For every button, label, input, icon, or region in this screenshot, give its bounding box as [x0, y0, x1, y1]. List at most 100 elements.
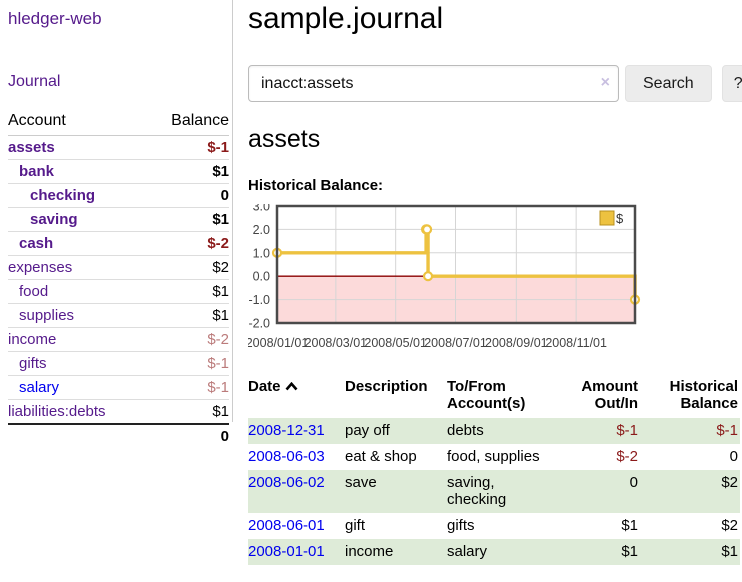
account-row: checking 0: [8, 183, 229, 208]
accounts-header-balance: Balance: [146, 110, 229, 136]
svg-text:-2.0: -2.0: [248, 317, 270, 331]
svg-text:2008/03/01: 2008/03/01: [305, 336, 368, 350]
transaction-date-link[interactable]: 2008-06-01: [248, 517, 325, 534]
page-title: sample.journal: [248, 2, 444, 35]
transaction-description: gift: [345, 517, 366, 534]
account-row: gifts $-1: [8, 351, 229, 376]
transaction-accounts: food, supplies: [447, 448, 540, 465]
transaction-accounts: saving, checking: [447, 474, 507, 508]
account-balance: $1: [146, 279, 229, 304]
search-form: × Search ?: [248, 65, 742, 102]
sort-ascending-icon: [285, 378, 298, 395]
account-balance: $-2: [146, 327, 229, 352]
account-row: expenses $2: [8, 255, 229, 280]
account-link-liabilities-debts[interactable]: liabilities:debts: [8, 403, 106, 420]
transaction-amount: $-2: [616, 448, 638, 465]
svg-text:2008/05/01: 2008/05/01: [364, 336, 427, 350]
transaction-description: income: [345, 543, 394, 560]
svg-text:0.0: 0.0: [253, 270, 270, 284]
accounts-table: Account Balance assets $-1 bank $1 checking 0…: [8, 110, 229, 448]
account-link-saving[interactable]: saving: [30, 211, 78, 228]
account-row: assets $-1: [8, 135, 229, 160]
svg-text:1.0: 1.0: [253, 246, 270, 260]
transaction-amount: $-1: [616, 422, 638, 439]
transaction-amount: $1: [621, 517, 638, 534]
account-balance: $-2: [146, 231, 229, 256]
transaction-balance: 0: [729, 448, 738, 465]
account-row: food $1: [8, 279, 229, 304]
svg-text:2.0: 2.0: [253, 223, 270, 237]
svg-text:$: $: [616, 211, 624, 226]
sidebar-item-journal[interactable]: Journal: [8, 73, 61, 90]
transaction-date-link[interactable]: 2008-06-02: [248, 474, 325, 491]
sidebar-divider: [232, 0, 233, 422]
account-link-supplies[interactable]: supplies: [19, 307, 75, 324]
account-row: liabilities:debts $1: [8, 399, 229, 425]
account-balance: $2: [146, 255, 229, 280]
register-table: Date Description To/From Account(s) Amou…: [248, 376, 740, 565]
accounts-header-account: Account: [8, 110, 147, 136]
accounts-total-row: 0: [8, 423, 229, 448]
chart-legend: 3.0 2.0 1.0 0.0 -1.0 -2.0 $2008/01/012008/03/0…: [246, 200, 641, 350]
transaction-accounts: debts: [447, 422, 484, 439]
account-link-cash[interactable]: cash: [19, 235, 54, 252]
account-link-expenses[interactable]: expenses: [8, 259, 73, 276]
account-link-food[interactable]: food: [19, 283, 49, 300]
chart-container: 3.0 2.0 1.0 0.0 -1.0 -2.0 $2008/01/01 2008/03/0…: [246, 200, 740, 357]
register-header-balance: Historical Balance: [669, 378, 738, 412]
transaction-balance: $2: [721, 517, 738, 534]
transaction-balance: $-1: [716, 422, 738, 439]
account-row: cash $-2: [8, 231, 229, 256]
transaction-description: eat & shop: [345, 448, 417, 465]
sidebar: hledger-web Journal Account Balance asse…: [8, 0, 229, 448]
transaction-accounts: salary: [447, 543, 488, 560]
account-balance: $-1: [146, 351, 229, 376]
register-row: 2008-06-01 gift gifts $1 $2: [248, 513, 740, 539]
transaction-accounts: gifts: [447, 517, 475, 534]
account-link-gifts[interactable]: gifts: [19, 355, 47, 372]
transaction-amount: $1: [621, 543, 638, 560]
transaction-date-link[interactable]: 2008-12-31: [248, 422, 325, 439]
account-row: income $-2: [8, 327, 229, 352]
transaction-description: save: [345, 474, 377, 491]
transaction-date-link[interactable]: 2008-06-03: [248, 448, 325, 465]
account-heading: assets: [248, 125, 321, 153]
register-row: 2008-06-02 save saving, checking 0 $2: [248, 470, 740, 513]
transaction-balance: $2: [721, 474, 738, 491]
search-input[interactable]: [248, 65, 619, 102]
account-balance: $1: [146, 303, 229, 328]
svg-text:2008/09/01: 2008/09/01: [485, 336, 548, 350]
register-header-accounts: To/From Account(s): [447, 378, 526, 412]
app-title-link[interactable]: hledger-web: [8, 9, 102, 28]
account-balance: 0: [146, 183, 229, 208]
search-button[interactable]: Search: [625, 65, 712, 102]
svg-text:2008/01/01: 2008/01/01: [248, 336, 308, 350]
account-link-income[interactable]: income: [8, 331, 57, 348]
account-balance: $1: [146, 159, 229, 184]
account-balance: $-1: [146, 375, 229, 400]
account-link-assets[interactable]: assets: [8, 139, 55, 156]
transaction-description: pay off: [345, 422, 390, 439]
svg-text:2008/11/01: 2008/11/01: [545, 336, 607, 350]
register-body: 2008-12-31 pay off debts $-1 $-1 2008-06-03 ea…: [248, 418, 740, 565]
account-row: salary $-1: [8, 375, 229, 400]
transaction-date-link[interactable]: 2008-01-01: [248, 543, 325, 560]
register-header-description: Description: [345, 378, 428, 395]
account-balance: $1: [146, 399, 229, 425]
main-content: sample.journal × Search ? assets Histori…: [246, 0, 742, 565]
account-link-salary[interactable]: salary: [19, 379, 60, 396]
account-row: bank $1: [8, 159, 229, 184]
register-header-amount: Amount Out/In: [581, 378, 638, 412]
account-link-checking[interactable]: checking: [30, 187, 96, 204]
transaction-balance: $1: [721, 543, 738, 560]
account-link-bank[interactable]: bank: [19, 163, 55, 180]
register-row: 2008-01-01 income salary $1 $1: [248, 539, 740, 565]
account-row: supplies $1: [8, 303, 229, 328]
register-header-date[interactable]: Date: [248, 376, 345, 418]
clear-search-icon[interactable]: ×: [600, 74, 610, 91]
register-row: 2008-06-03 eat & shop food, supplies $-2 0: [248, 444, 740, 470]
account-balance: $-1: [146, 135, 229, 160]
accounts-total-balance: 0: [146, 423, 229, 448]
help-button[interactable]: ?: [721, 65, 742, 102]
svg-text:3.0: 3.0: [253, 204, 270, 214]
